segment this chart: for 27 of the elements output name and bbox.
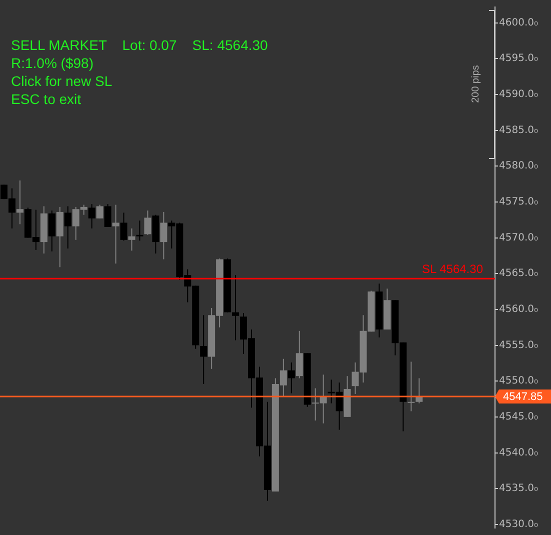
y-tick-label: 4570.0₀ [499,232,538,244]
y-tick-label: 4550.0₀ [499,376,538,387]
annotation: R:1.0% ($98) [11,54,94,72]
y-tick-label: 4580.0₀ [499,160,538,172]
y-tick-label: 4535.0₀ [499,483,538,494]
ref-line-label: 4547.85 [503,391,543,404]
y-tick-label: 4540.0₀ [499,447,538,458]
ref-line-label: SL 4564.30 [422,262,484,276]
y-tick-label: 4575.0₀ [499,196,538,208]
annotation: 200 pips [470,65,482,103]
y-tick-label: 4595.0₀ [499,53,538,64]
annotation: SELL MARKET Lot: 0.07 SL: 4564.30 [11,36,268,54]
y-tick-label: 4545.0₀ [499,412,538,423]
y-tick-label: 4530.0₀ [499,519,538,530]
y-tick-label: 4555.0₀ [499,340,538,351]
annotation: Click for new SL [11,72,114,90]
y-tick-label: 4600.0₀ [499,17,538,28]
y-tick-label: 4565.0₀ [499,268,538,280]
candlestick [232,275,240,340]
candlestick [136,220,144,241]
y-tick-label: 4590.0₀ [499,89,538,100]
candlestick [408,362,415,412]
candlestick [112,204,120,264]
annotation: ESC to exit [11,90,82,108]
y-tick-label: 4585.0₀ [499,124,538,136]
y-tick-label: 4560.0₀ [499,304,538,316]
candlestick [16,180,24,224]
